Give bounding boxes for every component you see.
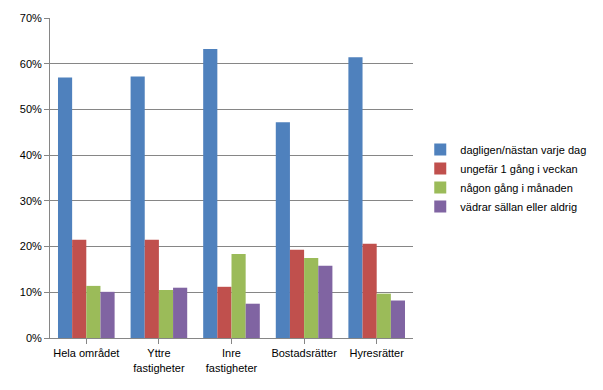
svg-text:40%: 40% [20, 149, 42, 161]
svg-text:vädrar sällan eller aldrig: vädrar sällan eller aldrig [460, 201, 577, 213]
svg-text:någon gång i månaden: någon gång i månaden [460, 182, 573, 194]
svg-text:70%: 70% [20, 12, 42, 24]
svg-text:60%: 60% [20, 58, 42, 70]
svg-text:20%: 20% [20, 240, 42, 252]
svg-text:ungefär 1 gång i veckan: ungefär 1 gång i veckan [460, 163, 577, 175]
svg-text:Hela området: Hela området [53, 347, 119, 359]
svg-text:30%: 30% [20, 195, 42, 207]
svg-text:dagligen/nästan varje dag: dagligen/nästan varje dag [460, 144, 586, 156]
svg-text:Inrefastigheter: Inrefastigheter [206, 347, 258, 373]
svg-text:Hyresrätter: Hyresrätter [349, 347, 404, 359]
svg-text:0%: 0% [26, 332, 42, 344]
svg-text:Yttrefastigheter: Yttrefastigheter [133, 347, 185, 373]
svg-text:Bostadsrätter: Bostadsrätter [271, 347, 337, 359]
svg-text:50%: 50% [20, 103, 42, 115]
svg-text:10%: 10% [20, 286, 42, 298]
